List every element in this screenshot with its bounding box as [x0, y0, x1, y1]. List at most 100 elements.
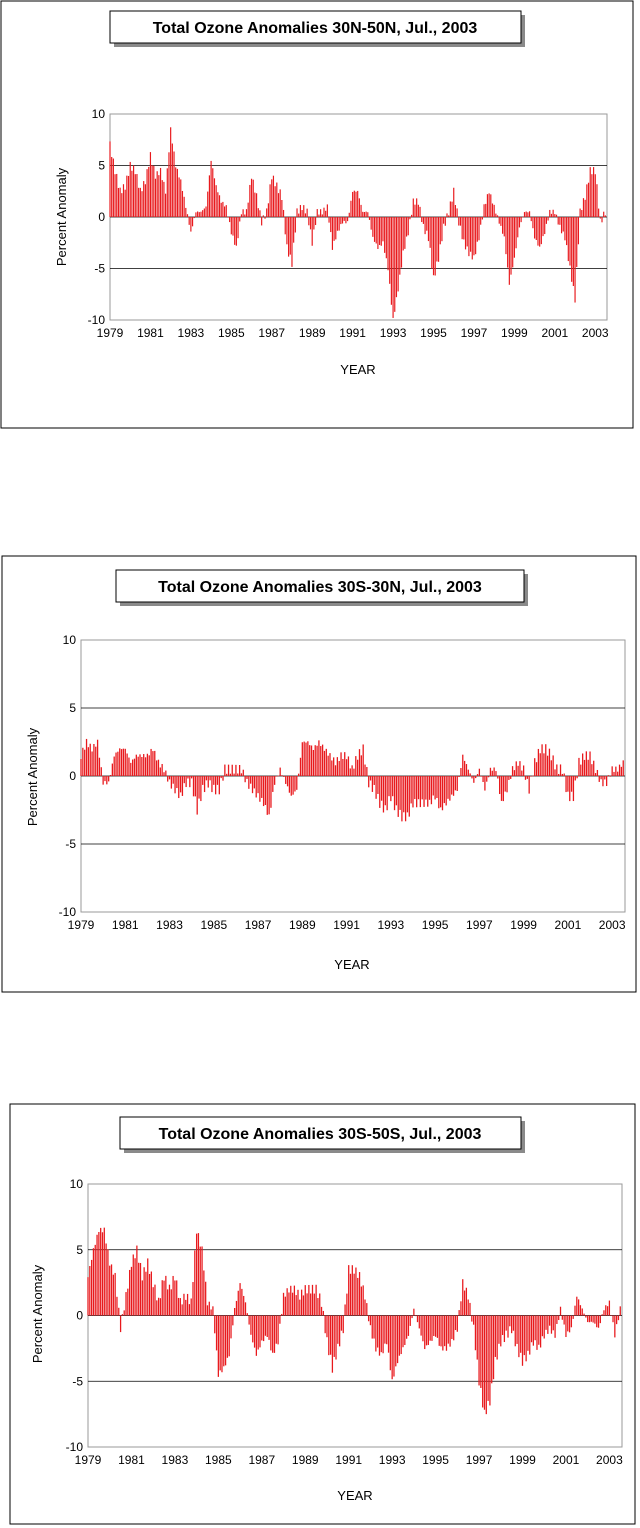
bar [382, 776, 385, 813]
bar [444, 1315, 446, 1347]
bar [224, 1315, 227, 1366]
bar [312, 749, 315, 776]
bar [95, 746, 97, 776]
bar [253, 776, 256, 789]
bar [605, 1305, 607, 1316]
bar [558, 773, 560, 776]
bar [172, 1275, 174, 1316]
x-tick-label: 1993 [377, 918, 404, 932]
bar [194, 1250, 196, 1316]
bar [393, 1315, 395, 1377]
bar [139, 1262, 142, 1316]
bar [617, 1315, 620, 1321]
bar [523, 212, 526, 217]
bar [596, 184, 598, 217]
bar [473, 217, 475, 256]
bar [150, 1271, 152, 1316]
bar [143, 1267, 145, 1316]
bar [415, 1315, 417, 1317]
bar [463, 217, 465, 240]
bar [190, 217, 192, 232]
bar [122, 748, 125, 776]
chart-30s-30n: Total Ozone Anomalies 30S-30N, Jul., 200… [0, 555, 640, 995]
bar [547, 217, 549, 221]
bar [518, 217, 521, 228]
bar [180, 179, 182, 217]
bar [212, 168, 214, 217]
bar [112, 1274, 114, 1316]
bar [568, 1315, 571, 1333]
title-box [115, 569, 525, 603]
bar [148, 166, 150, 217]
bar [418, 1315, 420, 1329]
bar [530, 1315, 533, 1343]
bar [474, 1315, 477, 1351]
bar [168, 152, 170, 217]
bar [594, 1315, 596, 1324]
bar [119, 1315, 122, 1333]
bar [401, 776, 403, 822]
chart-title: Total Ozone Anomalies 30S-50S, Jul., 200… [159, 1126, 482, 1143]
bar [491, 1315, 493, 1384]
bar [176, 776, 178, 789]
bar [576, 217, 578, 268]
bar [406, 1315, 408, 1339]
bar [458, 217, 460, 226]
bar [598, 208, 600, 217]
bar [133, 165, 135, 217]
bar [318, 214, 320, 217]
bar [232, 217, 234, 236]
bar [279, 1315, 281, 1324]
bar [223, 206, 226, 217]
bar [417, 776, 420, 800]
bar [501, 1315, 504, 1336]
bar [515, 217, 517, 249]
bar [132, 759, 134, 776]
bar [513, 217, 515, 258]
bar [170, 1289, 172, 1316]
bar [399, 217, 401, 275]
bar [114, 174, 116, 217]
bar [561, 773, 564, 776]
bar [215, 185, 217, 217]
bar [436, 217, 438, 262]
bar [567, 217, 569, 262]
bar [582, 753, 584, 776]
bar [570, 776, 573, 792]
x-tick-label: 1981 [118, 1453, 145, 1467]
bar [292, 776, 294, 795]
bar [454, 776, 457, 791]
bar [175, 167, 177, 217]
bar [542, 217, 544, 237]
bar [136, 1245, 138, 1316]
bar [349, 768, 351, 776]
x-tick-label: 1995 [422, 918, 449, 932]
bar [591, 174, 593, 217]
x-tick-label: 2003 [599, 918, 626, 932]
bar [233, 773, 235, 776]
bar [110, 1264, 113, 1316]
x-tick-label: 1983 [162, 1453, 189, 1467]
bar [199, 1246, 201, 1316]
bar [270, 776, 272, 808]
bar [434, 1315, 437, 1337]
bar [469, 1302, 471, 1316]
y-tick-label: -5 [72, 1374, 83, 1388]
bar [585, 751, 587, 776]
bar [391, 1315, 393, 1380]
bar [508, 776, 510, 780]
bar [556, 1315, 558, 1324]
bar [581, 1308, 583, 1316]
bar [295, 1295, 297, 1316]
bar [306, 208, 308, 217]
bar [277, 775, 279, 777]
bar [277, 193, 280, 217]
bar [570, 1315, 573, 1328]
bar [308, 217, 310, 226]
bar [239, 217, 241, 222]
bar [123, 1310, 125, 1316]
bar [482, 776, 484, 782]
bar [496, 1315, 498, 1360]
bar [534, 217, 536, 239]
bar [102, 776, 104, 785]
